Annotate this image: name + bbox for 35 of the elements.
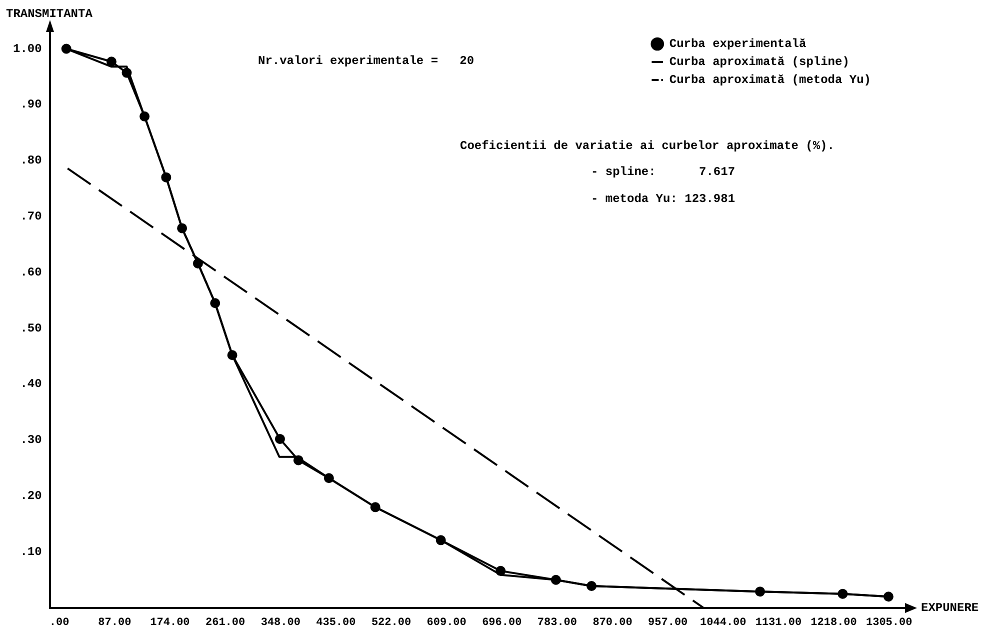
y-tick-label: .10 [20, 544, 42, 559]
x-tick-label: 783.00 [537, 617, 578, 630]
annotation: Coeficientii de variatie ai curbelor aproximate (%). [460, 139, 834, 154]
x-tick-label: 1131.00 [755, 617, 802, 630]
legend-label: Curba aproximată (metoda Yu) [669, 73, 872, 88]
legend-label: Curba experimentală [669, 37, 806, 52]
y-tick-label: .90 [20, 98, 42, 112]
y-tick-label: .20 [20, 489, 42, 504]
x-tick-label: 957.00 [648, 617, 688, 630]
x-tick-label: .00 [49, 617, 70, 630]
x-tick-label: 696.00 [482, 617, 522, 630]
x-tick-label: 609.00 [426, 617, 466, 630]
y-tick-label: .70 [20, 209, 42, 224]
x-tick-label: 261.00 [205, 617, 246, 630]
x-tick-label: 522.00 [371, 617, 412, 630]
y-axis-title: TRANSMITANTA [6, 7, 94, 22]
x-tick-label: 348.00 [260, 617, 300, 630]
x-axis-title: EXPUNERE [921, 600, 979, 615]
y-tick-label: .80 [20, 154, 42, 168]
x-tick-label: 435.00 [316, 617, 356, 630]
x-tick-label: 1044.00 [700, 617, 746, 630]
x-tick-label: 87.00 [98, 617, 132, 630]
x-tick-label: 1218.00 [810, 617, 857, 630]
x-tick-label: 870.00 [592, 617, 632, 630]
y-tick-label: 1.00 [12, 42, 42, 56]
x-tick-label: 1305.00 [866, 617, 912, 630]
annotation: - metoda Yu: 123.981 [591, 192, 736, 206]
y-tick-label: .50 [20, 321, 42, 336]
annotation: Nr.valori experimentale = 20 [258, 54, 474, 68]
x-tick-label: 174.00 [150, 617, 190, 630]
y-tick-label: .40 [20, 377, 42, 392]
legend-label: Curba aproximată (spline) [669, 55, 850, 70]
annotation: - spline: 7.617 [591, 165, 736, 180]
y-tick-label: .60 [20, 265, 42, 280]
y-tick-label: .30 [20, 433, 42, 448]
